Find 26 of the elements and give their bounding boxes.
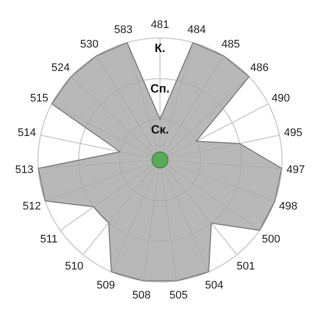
y-tick-label: Сп. xyxy=(150,82,170,96)
spoke-label: 513 xyxy=(15,164,34,176)
spoke-label: 514 xyxy=(18,127,36,140)
spoke-label: 511 xyxy=(40,233,58,246)
spoke-label: 501 xyxy=(236,260,256,272)
spoke-label: 484 xyxy=(188,24,206,36)
y-tick-label: К. xyxy=(154,41,166,55)
spoke-label: 505 xyxy=(169,290,188,302)
spoke-label: 583 xyxy=(114,24,132,36)
spoke-label: 497 xyxy=(286,164,305,176)
spoke-label: 512 xyxy=(22,200,42,212)
spoke-label: 498 xyxy=(278,200,298,212)
spoke-label: 490 xyxy=(272,92,290,104)
spoke-label: 524 xyxy=(51,62,70,74)
spoke-label: 500 xyxy=(262,233,280,246)
spoke-label: 508 xyxy=(132,290,151,302)
spoke-label: 504 xyxy=(205,280,224,292)
spoke-label: 530 xyxy=(80,38,99,51)
spoke-label: 509 xyxy=(96,280,115,292)
y-tick-label: Ск. xyxy=(150,122,170,136)
spoke-label: 481 xyxy=(150,18,170,31)
spoke-label: 495 xyxy=(284,127,302,140)
spoke-label: 486 xyxy=(250,62,269,74)
spoke-label: 515 xyxy=(30,92,48,104)
spoke-label: 510 xyxy=(64,260,84,272)
spoke-label: 485 xyxy=(221,38,240,51)
